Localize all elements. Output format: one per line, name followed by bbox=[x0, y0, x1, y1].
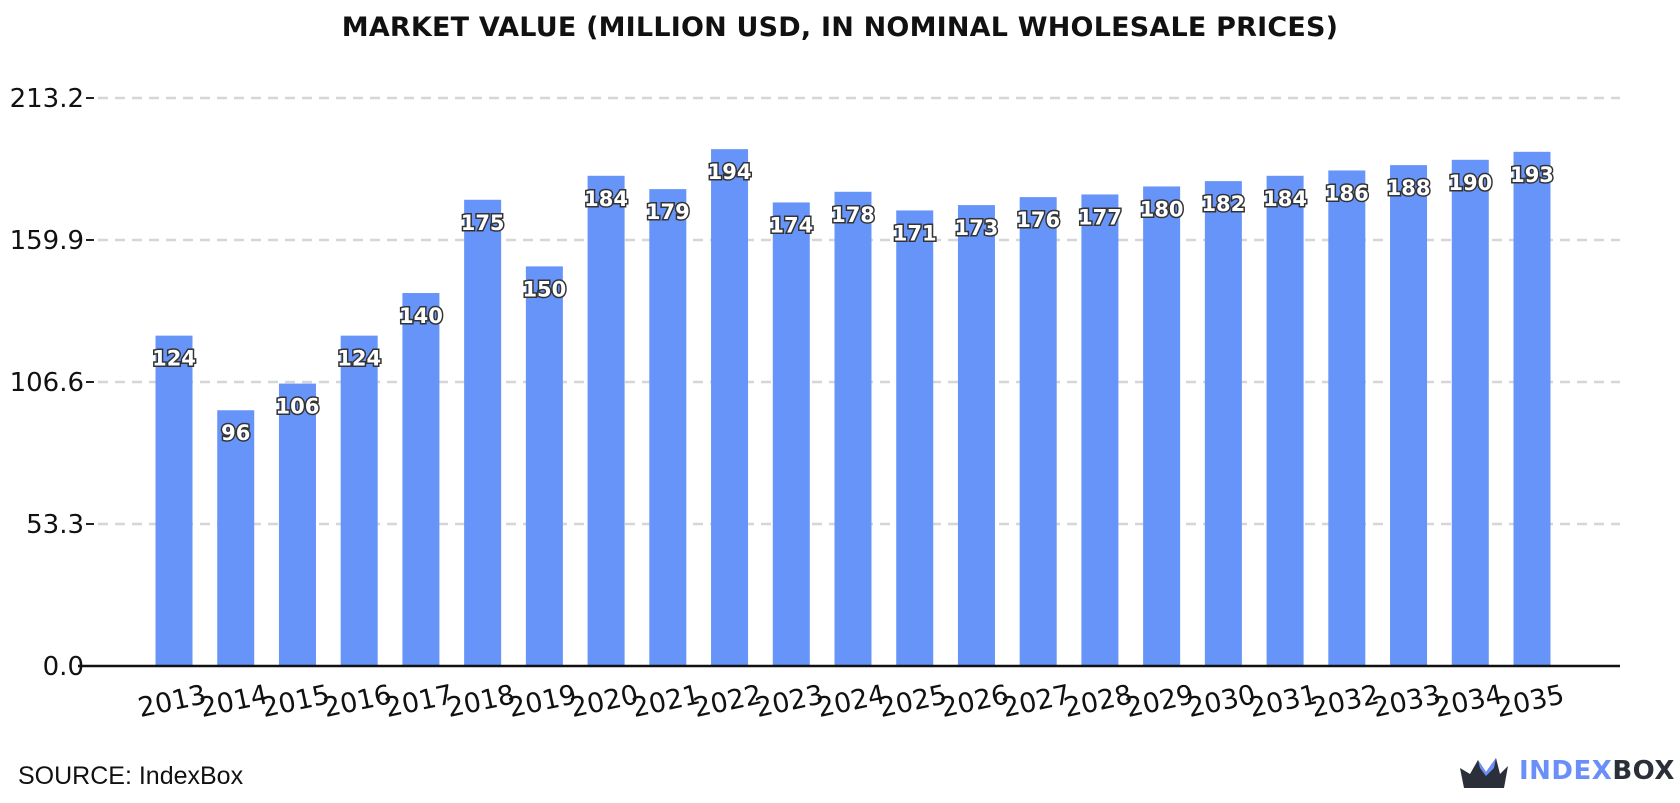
bar bbox=[464, 199, 502, 666]
bar bbox=[1266, 175, 1304, 666]
data-label: 190 bbox=[1448, 171, 1492, 195]
bar bbox=[772, 202, 810, 666]
data-label: 173 bbox=[955, 216, 999, 240]
data-label: 124 bbox=[337, 347, 381, 371]
bar bbox=[1143, 186, 1181, 666]
bar bbox=[525, 266, 563, 666]
bar bbox=[1513, 151, 1551, 666]
data-label: 150 bbox=[522, 277, 566, 301]
bar bbox=[649, 189, 687, 666]
chart-title: MARKET VALUE (MILLION USD, IN NOMINAL WH… bbox=[341, 12, 1339, 43]
y-tick-label: 213.2 bbox=[10, 84, 84, 114]
bar bbox=[1019, 197, 1057, 667]
x-tick-label: 2035 bbox=[1493, 679, 1567, 724]
bar bbox=[711, 149, 749, 666]
data-label: 193 bbox=[1510, 163, 1554, 187]
crown-icon bbox=[1460, 758, 1508, 788]
y-tick-label: 159.9 bbox=[10, 226, 84, 256]
data-label: 179 bbox=[646, 200, 690, 224]
data-label: 124 bbox=[152, 347, 196, 371]
bar bbox=[278, 383, 316, 666]
bar bbox=[217, 410, 255, 666]
brand-name-part1: INDEX bbox=[1519, 756, 1613, 786]
bar bbox=[155, 335, 193, 666]
data-label: 178 bbox=[831, 203, 875, 227]
data-label: 180 bbox=[1140, 197, 1184, 221]
data-label: 186 bbox=[1325, 181, 1369, 205]
data-label: 177 bbox=[1078, 205, 1122, 229]
indexbox-logo: INDEXBOX bbox=[1456, 752, 1674, 798]
bar bbox=[1328, 170, 1366, 667]
bar bbox=[1390, 165, 1428, 666]
bar bbox=[896, 210, 934, 666]
data-label: 174 bbox=[769, 213, 813, 237]
data-label: 106 bbox=[276, 395, 320, 419]
data-label: 194 bbox=[708, 160, 752, 184]
bar bbox=[834, 191, 872, 666]
data-label: 171 bbox=[893, 221, 937, 245]
bar bbox=[402, 293, 440, 666]
data-label: 184 bbox=[1263, 187, 1307, 211]
bar bbox=[587, 175, 625, 666]
data-label: 140 bbox=[399, 304, 443, 328]
brand-name: INDEXBOX bbox=[1519, 756, 1675, 786]
data-label: 182 bbox=[1201, 192, 1245, 216]
data-label: 96 bbox=[221, 421, 250, 445]
bar bbox=[1451, 159, 1489, 666]
source-note: SOURCE: IndexBox bbox=[18, 762, 244, 790]
bar bbox=[340, 335, 378, 666]
y-tick-label: 106.6 bbox=[10, 368, 84, 398]
data-label: 175 bbox=[461, 211, 505, 235]
bar bbox=[1081, 194, 1119, 666]
data-label: 184 bbox=[584, 187, 628, 211]
y-tick-label: 53.3 bbox=[26, 510, 84, 540]
bar bbox=[1204, 181, 1242, 666]
y-tick-label: 0.0 bbox=[43, 652, 84, 682]
bar bbox=[957, 205, 995, 667]
data-label: 188 bbox=[1387, 176, 1431, 200]
brand-name-part2: BOX bbox=[1612, 756, 1675, 786]
data-label: 176 bbox=[1016, 208, 1060, 232]
